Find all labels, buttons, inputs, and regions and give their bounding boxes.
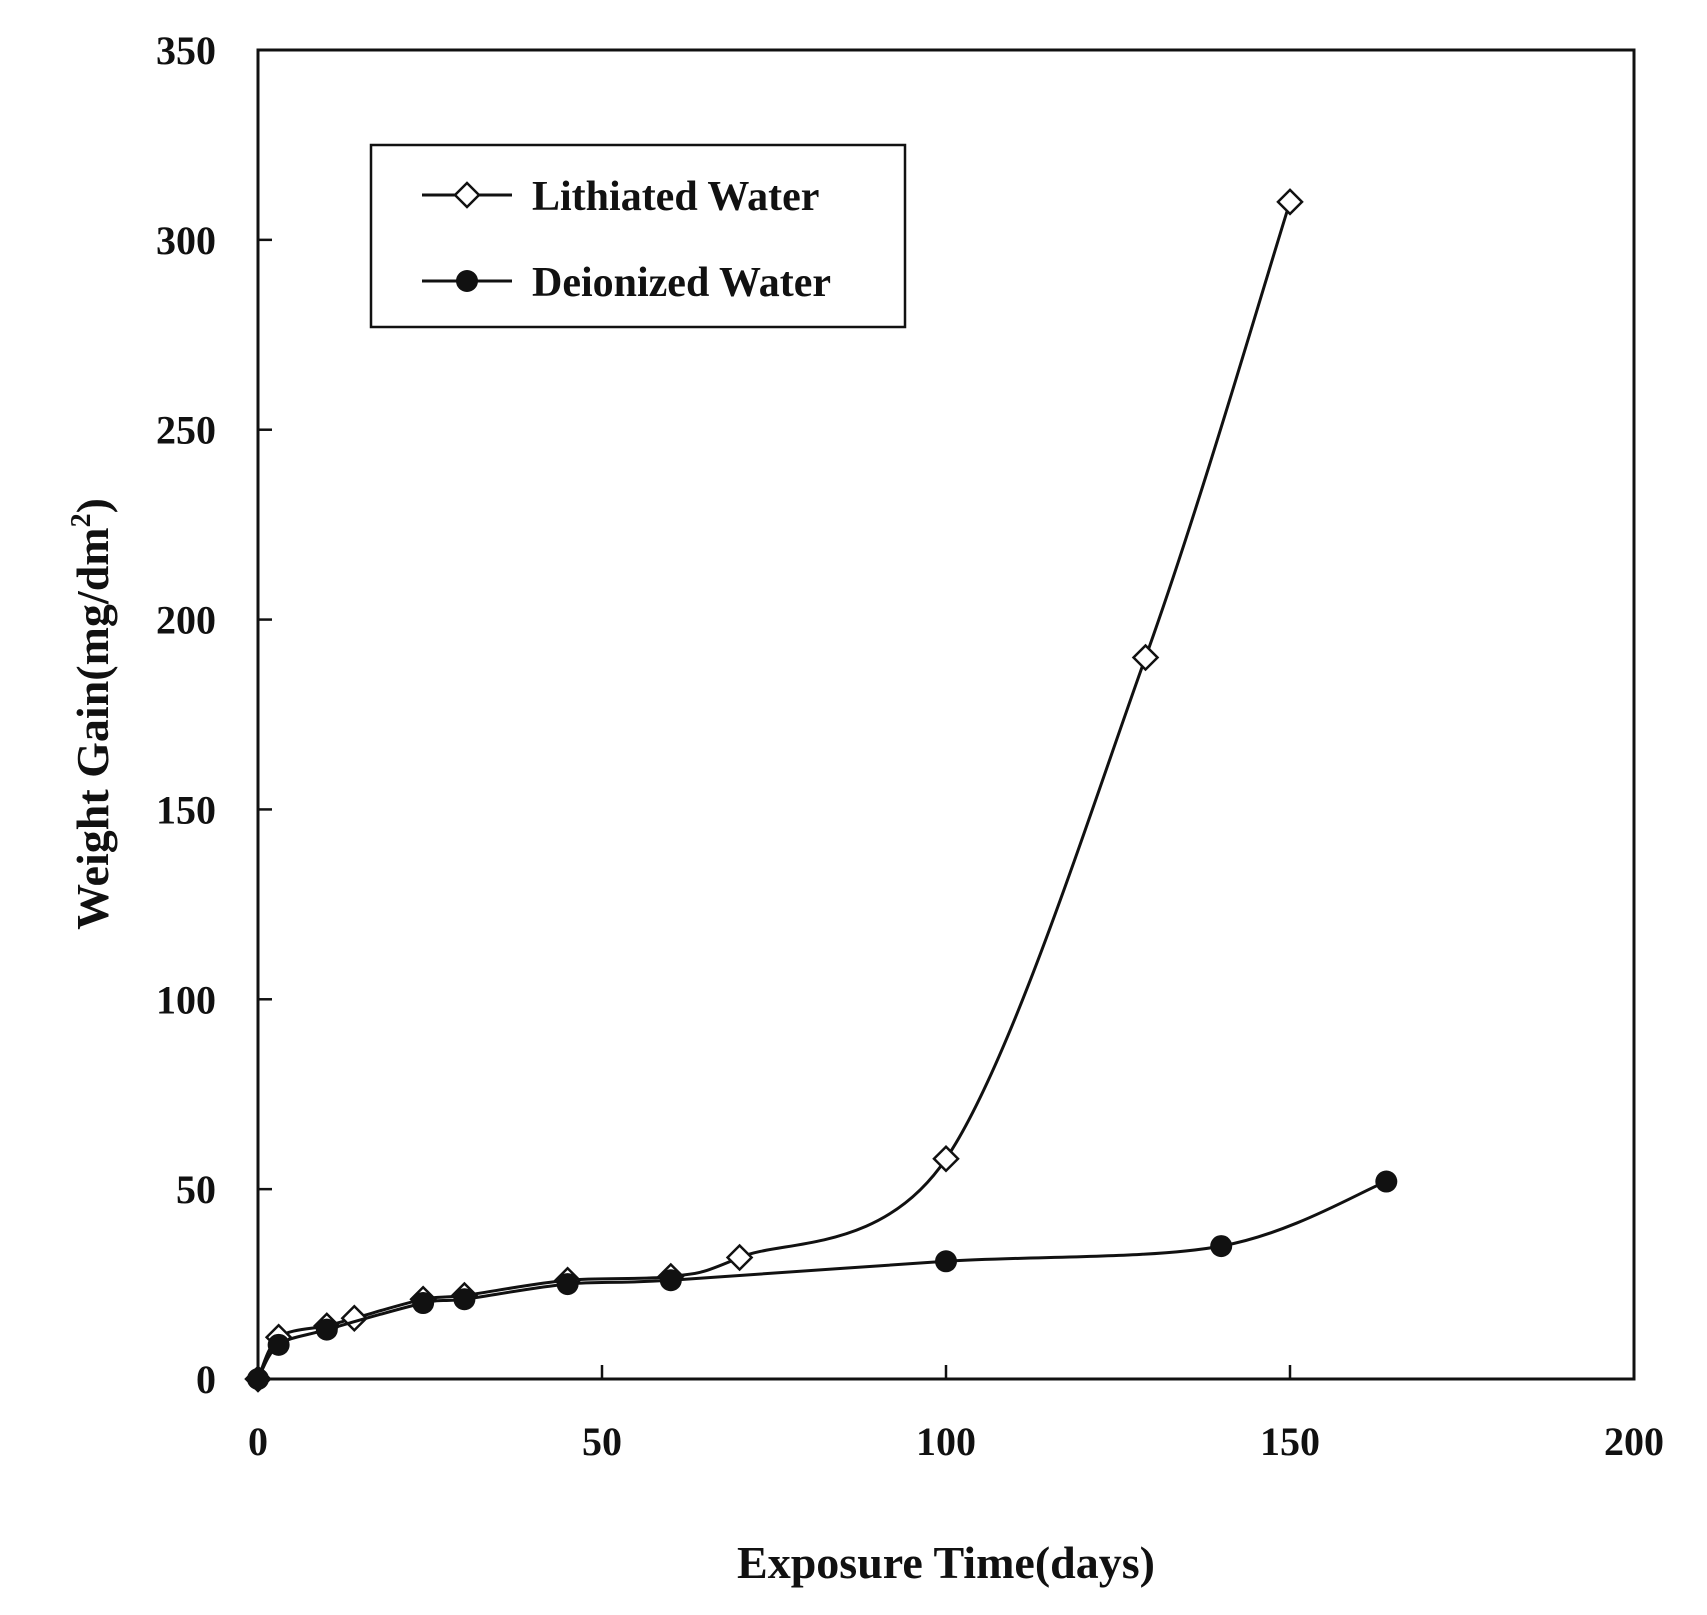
legend-marker-filled-circle — [456, 270, 478, 292]
data-point-circle — [267, 1333, 290, 1356]
y-axis-title: Weight Gain(mg/dm2) — [66, 498, 118, 930]
y-tick-label: 100 — [156, 977, 216, 1022]
data-point-circle — [659, 1269, 682, 1292]
series-line — [256, 1180, 1387, 1380]
y-tick-label: 50 — [176, 1167, 216, 1212]
legend-box — [369, 143, 907, 329]
y-axis-title-close: ) — [67, 498, 118, 513]
x-tick-label: 200 — [1604, 1419, 1664, 1464]
y-tick-label: 200 — [156, 598, 216, 643]
y-tick-label: 150 — [156, 787, 216, 832]
legend-marker-open-diamond — [453, 181, 481, 209]
x-tick-label: 100 — [916, 1419, 976, 1464]
y-tick-label: 0 — [196, 1357, 216, 1402]
y-tick-label: 350 — [156, 28, 216, 73]
data-point-circle — [453, 1288, 476, 1311]
data-point-circle — [315, 1318, 338, 1341]
y-axis-title-superscript: 2 — [66, 513, 97, 527]
y-tick-label: 250 — [156, 408, 216, 453]
series-layer — [244, 188, 1398, 1393]
data-point-circle — [935, 1250, 957, 1273]
data-point-circle — [412, 1292, 435, 1315]
legend: Lithiated Water Deionized Water — [369, 143, 907, 329]
x-tick-label: 0 — [248, 1419, 268, 1464]
series-line — [256, 201, 1292, 1380]
x-axis-title: Exposure Time(days) — [737, 1537, 1155, 1588]
y-tick-label: 300 — [156, 218, 216, 263]
data-point-diamond — [725, 1243, 754, 1272]
series-deionized-water — [247, 1170, 1398, 1390]
series-lithiated-water — [244, 188, 1304, 1393]
x-tick-label: 150 — [1260, 1419, 1320, 1464]
data-point-circle — [1375, 1170, 1398, 1193]
data-point-diamond — [1131, 643, 1160, 672]
axis-ticks: 0 50 100 150 200 0 50 100 150 200 250 300 350 — [156, 28, 1664, 1464]
y-axis-title-main: Weight Gain(mg/dm — [67, 527, 118, 930]
legend-label-deionized: Deionized Water — [532, 260, 831, 306]
data-point-circle — [247, 1368, 269, 1390]
data-point-diamond — [932, 1145, 960, 1173]
legend-label-lithiated: Lithiated Water — [532, 174, 819, 220]
data-point-circle — [556, 1273, 579, 1296]
data-point-circle — [1210, 1235, 1233, 1258]
data-point-diamond — [340, 1304, 369, 1333]
data-point-diamond — [1276, 188, 1304, 216]
x-tick-label: 50 — [582, 1419, 622, 1464]
